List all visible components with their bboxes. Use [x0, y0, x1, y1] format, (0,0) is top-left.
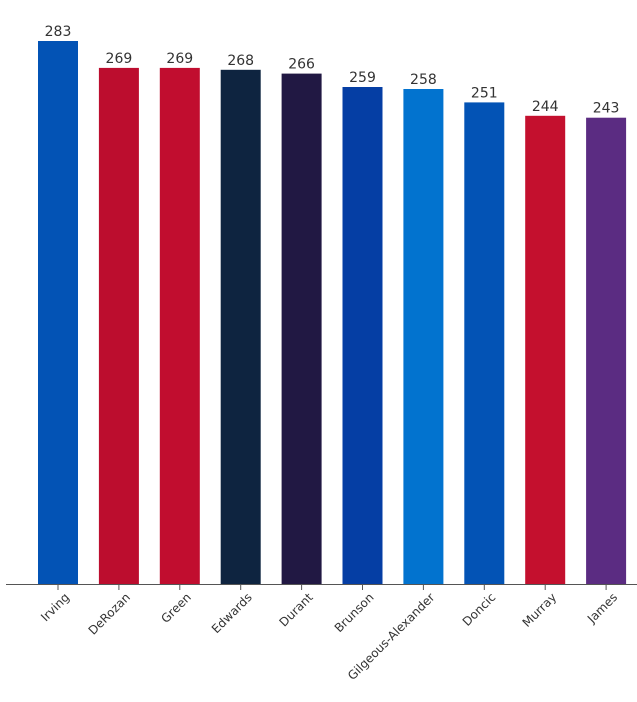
x-tick-label-derozan: DeRozan [86, 590, 133, 637]
value-label-james: 243 [593, 101, 620, 117]
bar-durant [281, 73, 322, 584]
bar-derozan [98, 67, 139, 584]
value-label-durant: 266 [288, 57, 315, 73]
value-label-murray: 244 [532, 99, 559, 115]
bar-irving [38, 41, 78, 584]
x-ticks-group: Irving DeRozan Green Edwards Durant BrunsonGi… [38, 584, 620, 683]
bar-brunson [342, 87, 383, 584]
x-tick-label-james: James [584, 590, 620, 626]
value-labels-group: 283 269 269 268 266 259 258 251 244 243 [45, 24, 620, 117]
x-tick-label-doncic: Doncic [460, 590, 499, 629]
value-label-doncic: 251 [471, 85, 498, 101]
value-label-gilgeous-alexander: 258 [410, 72, 437, 88]
x-tick-label-durant: Durant [277, 590, 316, 629]
value-label-brunson: 259 [349, 70, 376, 86]
bar-doncic [464, 102, 505, 585]
bar-murray [525, 115, 566, 585]
value-label-irving: 283 [45, 24, 72, 40]
bar-green [159, 67, 200, 584]
bars-group [38, 41, 627, 585]
x-tick-label-murray: Murray [520, 590, 560, 630]
value-label-derozan: 269 [106, 51, 133, 67]
bar-gilgeous-alexander [403, 89, 444, 584]
x-tick-label-irving: Irving [38, 590, 72, 624]
x-tick-label-green: Green [158, 590, 194, 626]
value-label-green: 269 [166, 51, 193, 67]
value-label-edwards: 268 [227, 53, 254, 69]
x-tick-label-edwards: Edwards [209, 590, 255, 636]
bar-james [586, 117, 627, 584]
bar-edwards [220, 69, 261, 585]
x-tick-label-brunson: Brunson [332, 590, 377, 635]
